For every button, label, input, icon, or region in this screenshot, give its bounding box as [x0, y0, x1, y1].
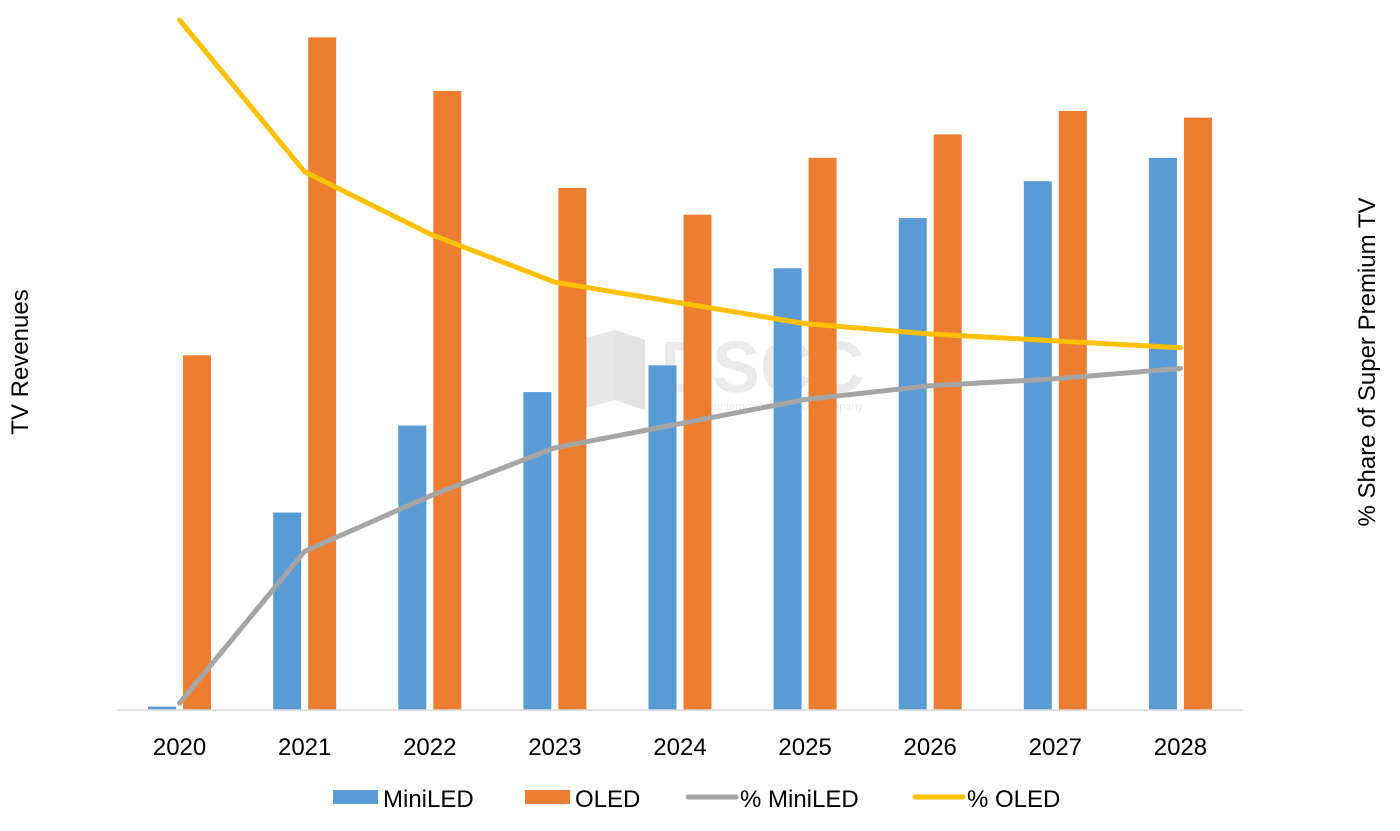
- bar-oled-2027: [1058, 110, 1087, 710]
- x-tick-label-2020: 2020: [153, 734, 206, 761]
- legend-label-miniled: MiniLED: [383, 786, 474, 813]
- bar-miniled-2022: [398, 425, 427, 710]
- watermark-logo-shape-right: [615, 330, 645, 410]
- bar-oled-2021: [308, 37, 337, 710]
- x-tick-labels: 2020 2021 2022 2023 2024 2025 2026 2027 2028: [153, 734, 1207, 761]
- lines-layer: [177, 17, 1183, 706]
- legend-swatch-oled: [525, 790, 570, 804]
- bar-miniled-2023: [523, 392, 552, 710]
- legend-label-oled: % OLED: [967, 786, 1060, 813]
- x-tick-label-2028: 2028: [1154, 734, 1207, 761]
- x-tick-label-2025: 2025: [778, 734, 831, 761]
- x-tick-label-2024: 2024: [653, 734, 706, 761]
- bar-miniled-2028: [1148, 157, 1177, 710]
- bar-oled-2024: [683, 214, 712, 710]
- x-tick-label-2023: 2023: [528, 734, 581, 761]
- x-tick-label-2027: 2027: [1029, 734, 1082, 761]
- y2-axis-label: % Share of Super Premium TV: [1354, 197, 1381, 526]
- bar-oled-2020: [183, 355, 212, 710]
- legend-label-oled: OLED: [575, 786, 640, 813]
- x-tick-label-2026: 2026: [904, 734, 957, 761]
- bar-miniled-2026: [898, 218, 927, 710]
- bar-miniled-2027: [1023, 181, 1052, 711]
- bar-miniled-2020: [148, 706, 177, 710]
- bar-oled-2028: [1183, 117, 1212, 711]
- bar-miniled-2021: [273, 512, 302, 710]
- legend: MiniLED OLED % MiniLED % OLED: [333, 786, 1060, 813]
- x-tick-label-2022: 2022: [403, 734, 456, 761]
- legend-label-miniled: % MiniLED: [740, 786, 859, 813]
- y-axis-label: TV Revenues: [7, 289, 34, 434]
- line-oled: [177, 17, 1183, 351]
- legend-swatch-miniled: [333, 790, 378, 804]
- x-tick-label-2021: 2021: [278, 734, 331, 761]
- bar-oled-2026: [933, 134, 962, 711]
- bars-layer: [148, 37, 1212, 711]
- bar-miniled-2025: [773, 268, 802, 710]
- line-miniled: [177, 365, 1183, 706]
- bar-oled-2022: [433, 90, 462, 710]
- bar-oled-2023: [558, 187, 587, 711]
- bar-miniled-2024: [648, 365, 677, 710]
- bar-oled-2025: [808, 157, 837, 710]
